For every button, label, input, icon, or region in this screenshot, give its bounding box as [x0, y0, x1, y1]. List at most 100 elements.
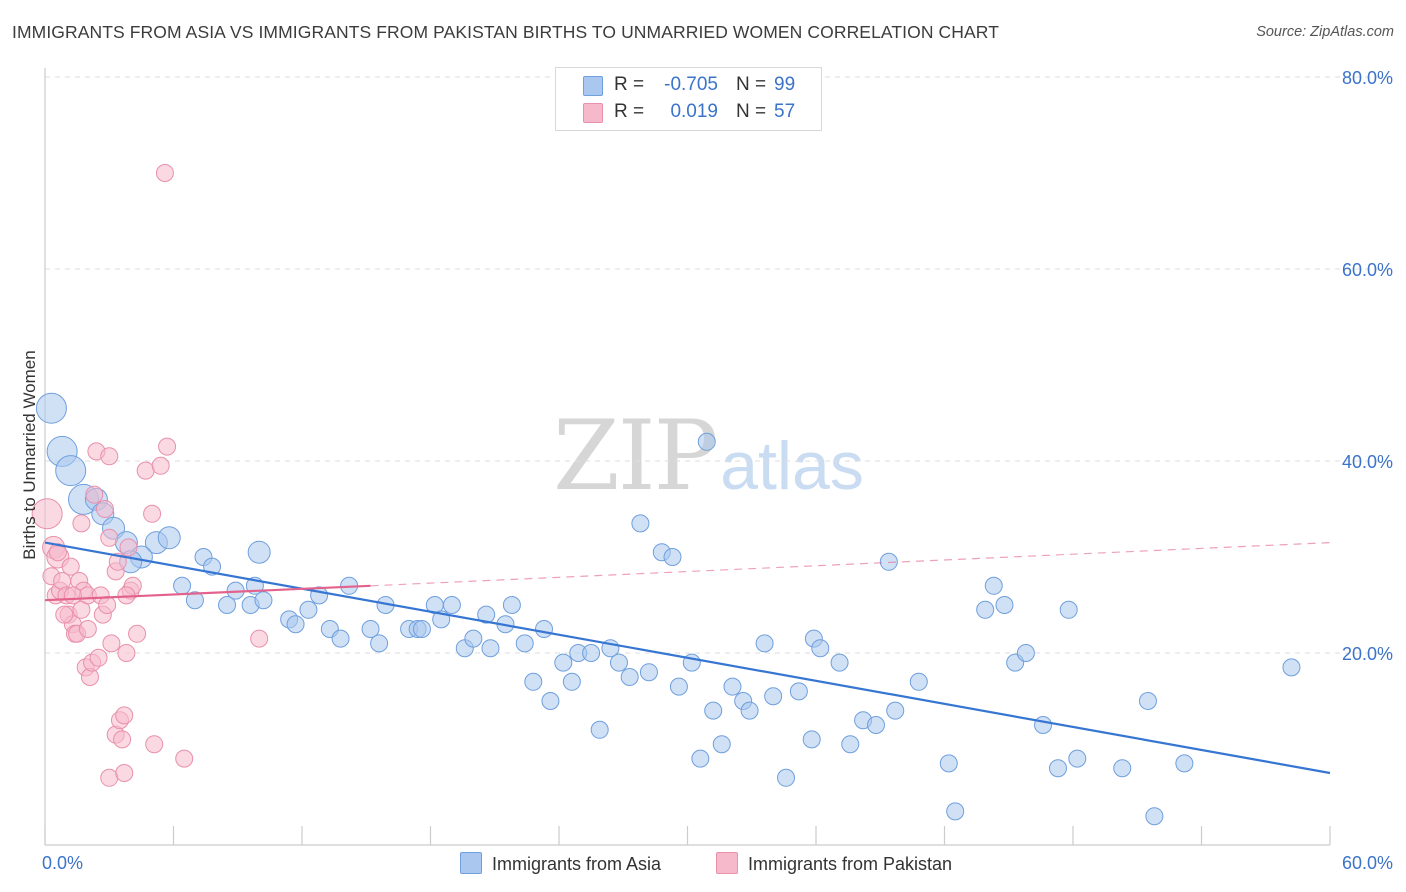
asia-point — [1145, 807, 1164, 826]
asia-point — [777, 768, 796, 787]
asia-r-label: R = — [614, 74, 645, 95]
asia-point — [502, 596, 521, 614]
asia-point — [1282, 658, 1301, 677]
asia-point — [886, 701, 905, 720]
watermark-zip: ZIP — [553, 400, 718, 512]
chart-title: IMMIGRANTS FROM ASIA VS IMMIGRANTS FROM … — [12, 22, 1000, 42]
legend-pakistan-label: Immigrants from Pakistan — [748, 854, 953, 874]
x-tick-label: 60.0% — [1342, 853, 1393, 873]
asia-point — [185, 591, 204, 610]
asia-point — [582, 644, 601, 662]
asia-point — [515, 634, 534, 653]
asia-swatch — [583, 76, 603, 96]
pakistan-point — [100, 528, 119, 547]
pakistan-point — [113, 730, 132, 749]
asia-point — [976, 600, 995, 619]
pakistan-point — [89, 648, 108, 667]
pakistan-point — [98, 596, 117, 614]
asia-point — [712, 735, 731, 754]
asia-point — [802, 730, 821, 749]
asia-point — [631, 514, 650, 533]
pakistan-point — [136, 461, 155, 480]
y-tick-label: 80.0% — [1342, 68, 1393, 88]
asia-point — [590, 720, 609, 739]
asia-point — [157, 526, 181, 550]
pakistan-point — [128, 624, 147, 643]
y-tick-label: 40.0% — [1342, 452, 1393, 472]
asia-point — [1175, 754, 1194, 773]
asia-point — [55, 455, 87, 487]
asia-point — [254, 591, 273, 610]
pakistan-point — [151, 456, 170, 475]
asia-point — [909, 672, 928, 691]
pakistan-point — [31, 498, 63, 530]
y-tick-label: 60.0% — [1342, 260, 1393, 280]
asia-point — [939, 754, 958, 773]
asia-trend-line — [44, 541, 1331, 775]
legend-item-pakistan[interactable]: Immigrants from Pakistan — [716, 852, 952, 875]
asia-point — [1016, 644, 1035, 662]
asia-point — [639, 663, 658, 682]
pakistan-point — [55, 605, 74, 624]
asia-point — [1113, 759, 1132, 778]
asia-point — [811, 639, 830, 658]
asia-point — [361, 620, 380, 638]
asia-point — [1068, 749, 1087, 768]
pakistan-point — [155, 164, 174, 182]
pakistan-point — [100, 447, 119, 466]
pakistan-point — [85, 485, 104, 504]
asia-point — [286, 615, 305, 634]
asia-point — [1049, 759, 1068, 778]
pakistan-point — [250, 629, 269, 648]
asia-point — [1034, 716, 1053, 734]
asia-point — [609, 653, 628, 672]
asia-point — [218, 596, 237, 614]
pakistan-point — [115, 764, 134, 782]
asia-point — [524, 672, 543, 691]
pakistan-point — [100, 768, 119, 787]
asia-r-value: -0.705 — [664, 74, 718, 95]
asia-point — [541, 692, 560, 710]
stats-box: R = -0.705 N = 99 R = 0.019 N = 57 — [555, 67, 822, 131]
asia-point — [697, 432, 716, 451]
pakistan-point — [102, 634, 121, 653]
asia-point — [477, 605, 496, 624]
pakistan-point — [108, 552, 127, 571]
asia-point — [723, 677, 742, 696]
legend-asia-swatch — [460, 852, 482, 874]
asia-point — [299, 600, 318, 619]
asia-point — [789, 682, 808, 701]
asia-n-value: 99 — [774, 74, 796, 95]
pakistan-r-value: 0.019 — [670, 101, 718, 122]
asia-point — [841, 735, 860, 754]
pakistan-point — [95, 500, 114, 518]
asia-point — [1059, 600, 1078, 619]
asia-point — [412, 620, 431, 638]
pakistan-trend-extension — [370, 542, 1331, 587]
asia-point — [764, 687, 783, 706]
pakistan-point — [61, 557, 80, 576]
asia-point — [866, 716, 885, 734]
pakistan-n-value: 57 — [774, 101, 796, 122]
x-tick-label: 0.0% — [42, 853, 83, 873]
asia-point — [562, 672, 581, 691]
pakistan-trend-line — [44, 584, 371, 602]
source-label: Source: ZipAtlas.com — [1256, 24, 1394, 40]
asia-point — [535, 620, 554, 638]
asia-point — [755, 634, 774, 653]
asia-point — [173, 576, 192, 595]
asia-point — [704, 701, 723, 720]
legend-item-asia[interactable]: Immigrants from Asia — [460, 852, 661, 875]
pakistan-point — [115, 706, 134, 725]
pakistan-point — [72, 514, 91, 533]
asia-point — [691, 749, 710, 768]
asia-point — [830, 653, 849, 672]
asia-point — [554, 653, 573, 672]
pakistan-point — [78, 620, 97, 638]
asia-point — [740, 701, 759, 720]
pakistan-point — [119, 538, 138, 557]
asia-point — [663, 548, 682, 566]
pakistan-point — [48, 543, 67, 562]
pakistan-point — [175, 749, 194, 768]
